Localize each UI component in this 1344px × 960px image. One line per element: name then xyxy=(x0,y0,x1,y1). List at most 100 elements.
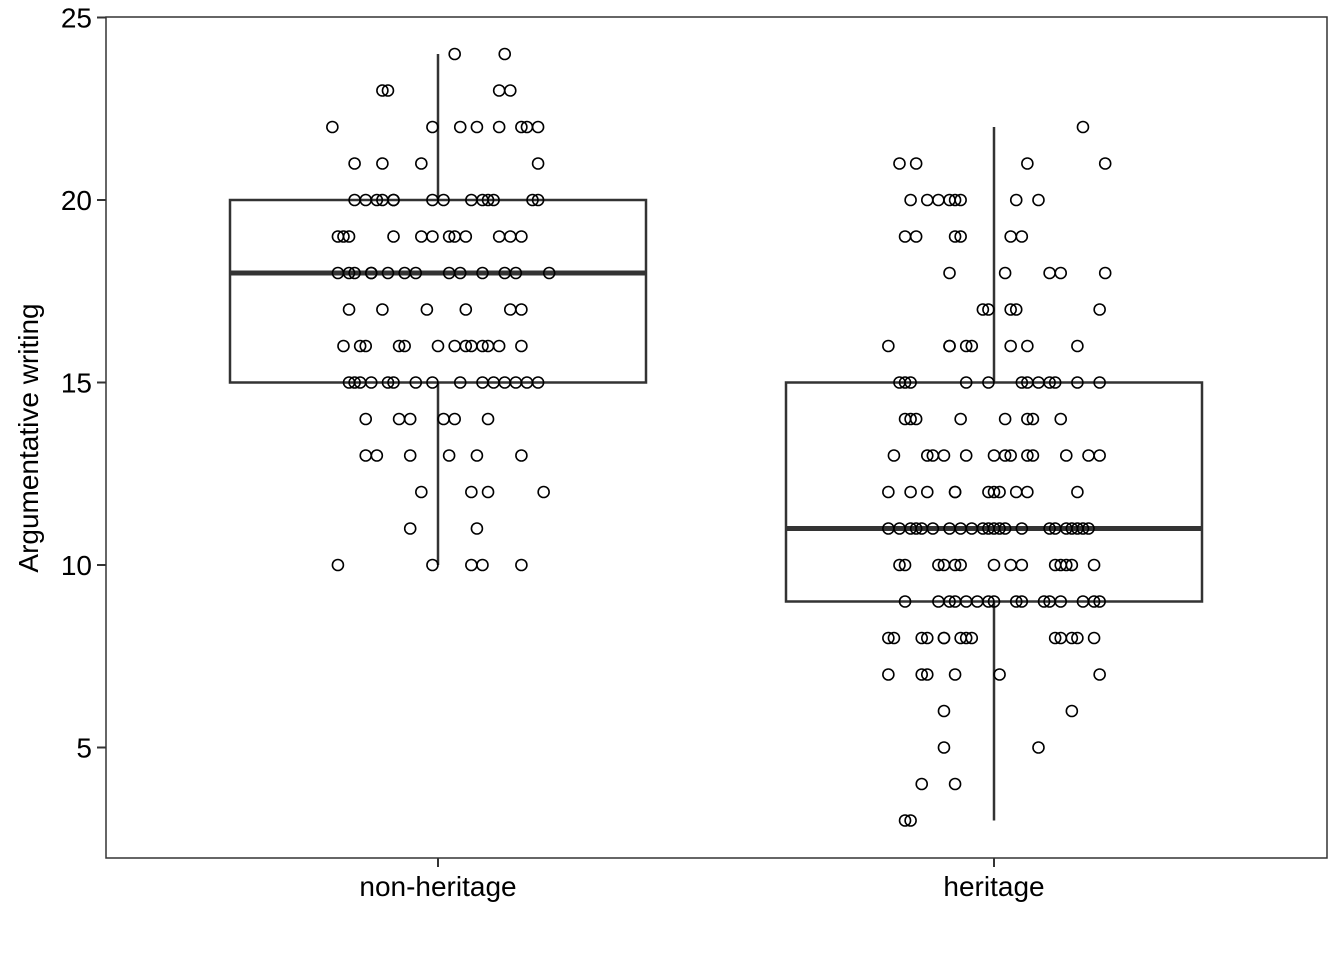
data-point xyxy=(987,485,1001,499)
data-point xyxy=(965,631,979,645)
data-point xyxy=(998,522,1012,535)
data-point xyxy=(487,193,500,207)
data-point xyxy=(515,339,528,353)
data-point xyxy=(1093,668,1106,681)
data-point xyxy=(398,339,411,353)
data-point xyxy=(1054,412,1068,426)
data-point xyxy=(387,193,400,207)
data-point xyxy=(954,558,967,572)
data-point xyxy=(381,84,395,97)
data-point xyxy=(531,120,545,134)
data-point xyxy=(1093,303,1106,316)
data-point xyxy=(431,339,445,353)
data-point xyxy=(993,522,1006,535)
data-point xyxy=(498,47,512,61)
data-point xyxy=(982,376,995,389)
data-point xyxy=(1059,449,1073,462)
data-point xyxy=(904,193,917,207)
data-point xyxy=(898,814,912,827)
data-point xyxy=(448,47,461,61)
data-point xyxy=(943,595,956,608)
data-point xyxy=(1065,704,1079,718)
data-point xyxy=(1076,120,1090,134)
data-point xyxy=(1054,595,1068,608)
data-point xyxy=(909,157,923,170)
data-point xyxy=(987,558,1001,572)
data-point xyxy=(531,157,545,170)
data-point xyxy=(959,631,973,645)
data-point xyxy=(1015,522,1029,535)
data-point xyxy=(531,376,545,389)
points-layer xyxy=(326,47,1112,827)
data-point xyxy=(537,485,550,499)
data-point xyxy=(515,120,528,134)
data-point xyxy=(442,230,456,243)
data-point xyxy=(987,595,1001,608)
data-point xyxy=(1043,376,1056,389)
data-point xyxy=(359,339,373,353)
data-point xyxy=(1087,631,1101,645)
data-point xyxy=(526,193,539,207)
data-point xyxy=(492,120,506,134)
data-point xyxy=(515,558,528,572)
data-point xyxy=(1037,595,1051,608)
data-point xyxy=(882,339,895,353)
y-tick-label: 10 xyxy=(61,550,92,581)
data-point xyxy=(937,449,951,462)
data-point xyxy=(1015,376,1029,389)
data-point xyxy=(426,376,439,389)
data-point xyxy=(904,376,917,389)
data-point xyxy=(476,339,489,353)
data-point xyxy=(904,412,917,426)
data-point xyxy=(392,339,406,353)
data-point xyxy=(948,230,962,243)
data-point xyxy=(1021,157,1034,170)
data-point xyxy=(993,668,1006,681)
data-point xyxy=(1032,741,1045,754)
data-point xyxy=(442,449,456,462)
data-point xyxy=(1026,449,1040,462)
y-tick-label: 20 xyxy=(61,185,92,216)
data-point xyxy=(409,266,423,280)
y-tick-label: 15 xyxy=(61,368,92,399)
data-point xyxy=(1015,230,1029,243)
data-point xyxy=(1015,558,1029,572)
data-point xyxy=(932,558,945,572)
data-point xyxy=(515,303,528,316)
data-point xyxy=(470,449,484,462)
data-point xyxy=(342,266,356,280)
data-point xyxy=(1054,266,1068,280)
plot-panel xyxy=(105,16,1328,859)
data-point xyxy=(915,631,929,645)
data-point xyxy=(1009,193,1023,207)
data-point xyxy=(476,266,489,280)
data-point xyxy=(481,412,495,426)
data-point xyxy=(1048,631,1062,645)
data-point xyxy=(376,84,389,97)
data-point xyxy=(898,595,912,608)
data-point xyxy=(387,230,400,243)
data-point xyxy=(948,668,962,681)
data-point xyxy=(470,120,484,134)
data-point xyxy=(1048,376,1062,389)
data-point xyxy=(381,376,395,389)
data-point xyxy=(1071,631,1084,645)
data-point xyxy=(437,193,450,207)
data-point xyxy=(904,814,917,827)
x-axis: non-heritage heritage xyxy=(359,858,1045,902)
data-point xyxy=(1021,449,1034,462)
data-point xyxy=(1065,558,1079,572)
data-point xyxy=(982,303,995,316)
data-point xyxy=(954,230,967,243)
data-point xyxy=(893,157,906,170)
data-point xyxy=(1065,631,1079,645)
data-point xyxy=(882,668,895,681)
data-point xyxy=(976,303,990,316)
data-point xyxy=(481,485,495,499)
data-point xyxy=(937,741,951,754)
data-point xyxy=(920,449,934,462)
data-point xyxy=(1015,595,1029,608)
data-point xyxy=(948,777,962,791)
data-point xyxy=(998,449,1012,462)
data-point xyxy=(1098,157,1112,170)
